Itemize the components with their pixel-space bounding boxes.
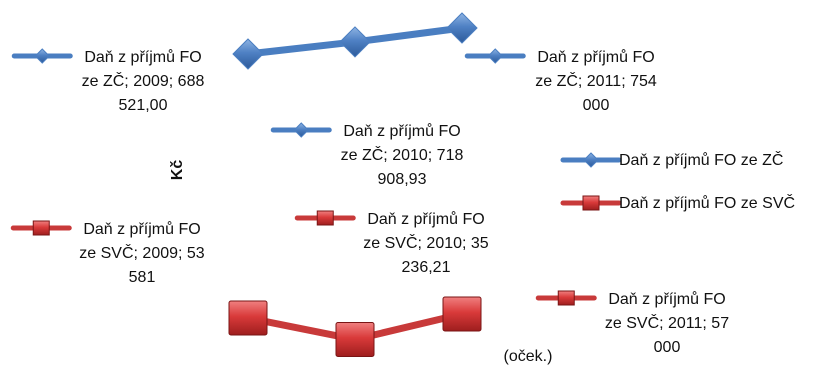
data-label-line: ze ZČ; 2010; 718 bbox=[341, 145, 464, 164]
data-label-line: Daň z příjmů FO bbox=[343, 122, 460, 140]
data-label-key-icon bbox=[270, 122, 332, 138]
legend-key-icon bbox=[560, 152, 622, 168]
data-label-line: 521,00 bbox=[119, 97, 168, 114]
x-axis-annotation: (oček.) bbox=[504, 348, 553, 365]
data-label-line: 236,21 bbox=[402, 259, 451, 276]
data-label-zc-2010: Daň z příjmů FO ze ZČ; 2010; 718 908,93 bbox=[270, 122, 464, 188]
data-label-line: Daň z příjmů FO bbox=[84, 48, 201, 66]
data-label-line: 000 bbox=[654, 339, 681, 356]
data-point-zc-2011 bbox=[446, 12, 478, 44]
data-label-key-icon bbox=[535, 290, 597, 306]
data-point-svc-2011 bbox=[442, 296, 482, 332]
legend-label: Daň z příjmů FO ze SVČ bbox=[619, 193, 795, 212]
legend-item-svc: Daň z příjmů FO ze SVČ bbox=[560, 193, 795, 212]
data-label-line: 908,93 bbox=[378, 171, 427, 188]
data-point-zc-2010 bbox=[339, 26, 371, 58]
data-label-zc-2011: Daň z příjmů FO ze ZČ; 2011; 754 000 bbox=[464, 48, 657, 114]
data-label-line: Daň z příjmů FO bbox=[83, 220, 200, 238]
data-point-svc-2010 bbox=[335, 321, 375, 357]
data-label-line: 000 bbox=[583, 97, 610, 114]
data-label-line: ze SVČ; 2011; 57 bbox=[605, 313, 729, 332]
data-label-line: ze ZČ; 2011; 754 bbox=[535, 71, 657, 90]
data-label-key-icon bbox=[11, 48, 73, 64]
data-label-line: Daň z příjmů FO bbox=[608, 290, 725, 308]
data-point-svc-2009 bbox=[228, 300, 268, 336]
data-label-line: Daň z příjmů FO bbox=[537, 48, 654, 66]
data-label-svc-2011: Daň z příjmů FO ze SVČ; 2011; 57 000 bbox=[535, 290, 729, 356]
legend-item-zc: Daň z příjmů FO ze ZČ bbox=[560, 150, 783, 169]
data-label-svc-2009: Daň z příjmů FO ze SVČ; 2009; 53 581 bbox=[10, 220, 205, 286]
data-label-zc-2009: Daň z příjmů FO ze ZČ; 2009; 688 521,00 bbox=[11, 48, 205, 114]
data-point-zc-2009 bbox=[232, 38, 264, 70]
data-label-line: 581 bbox=[129, 269, 156, 286]
data-label-line: Daň z příjmů FO bbox=[367, 210, 484, 228]
data-label-key-icon bbox=[294, 210, 356, 226]
legend-key-icon bbox=[560, 195, 622, 211]
y-axis-label: Kč bbox=[169, 160, 186, 181]
data-label-key-icon bbox=[10, 220, 72, 236]
data-label-svc-2010: Daň z příjmů FO ze SVČ; 2010; 35 236,21 bbox=[294, 210, 489, 276]
data-label-key-icon bbox=[464, 48, 526, 64]
legend-label: Daň z příjmů FO ze ZČ bbox=[619, 150, 783, 169]
data-label-line: ze SVČ; 2010; 35 bbox=[363, 233, 489, 252]
data-label-line: ze ZČ; 2009; 688 bbox=[82, 71, 205, 90]
data-label-line: ze SVČ; 2009; 53 bbox=[79, 243, 205, 262]
